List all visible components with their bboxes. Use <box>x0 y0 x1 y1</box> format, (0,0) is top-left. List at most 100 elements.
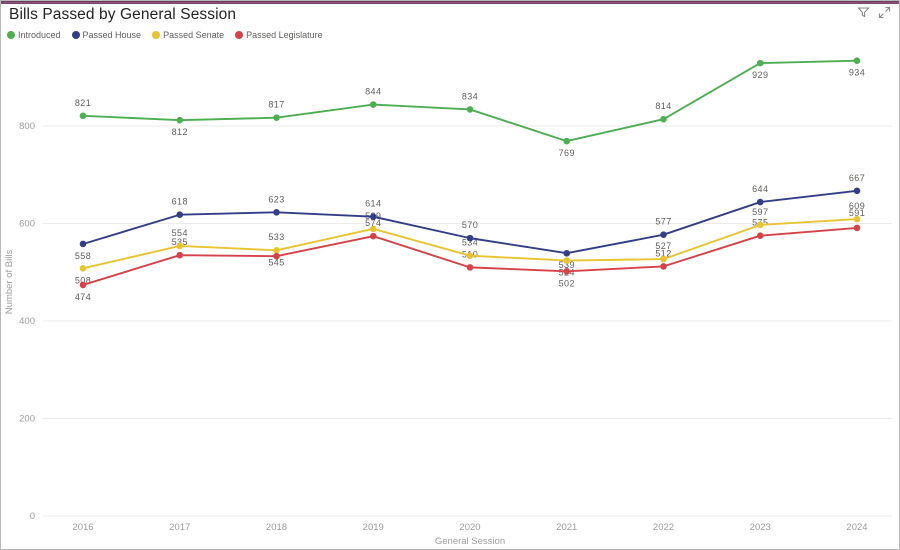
data-point[interactable] <box>79 281 87 289</box>
data-point[interactable] <box>660 115 667 123</box>
legend-dot <box>7 31 15 39</box>
data-point[interactable] <box>853 57 861 64</box>
data-point[interactable] <box>273 252 280 260</box>
x-tick-label: 2024 <box>846 522 867 533</box>
legend-item-passed-legislature[interactable]: Passed Legislature <box>235 30 323 40</box>
data-point[interactable] <box>369 213 377 220</box>
y-tick-label: 400 <box>19 316 35 327</box>
x-tick-label: 2022 <box>653 522 674 533</box>
x-axis-tick-labels: 2016 2017 2018 2019 2020 2021 2022 2023 2024 <box>72 522 867 533</box>
chart-title: Bills Passed by General Session <box>9 6 237 23</box>
data-label: 558 <box>75 251 91 261</box>
data-label: 512 <box>655 248 671 258</box>
data-label: 597 <box>752 207 768 217</box>
top-accent-bar <box>1 1 899 4</box>
data-point[interactable] <box>756 221 764 229</box>
y-tick-label: 200 <box>19 414 35 425</box>
legend: Introduced Passed House Passed Senate Passe… <box>7 30 323 40</box>
legend-label: Passed Senate <box>163 30 225 40</box>
data-label: 667 <box>849 173 865 183</box>
series-points <box>79 57 861 289</box>
x-axis-title: General Session <box>435 536 505 547</box>
legend-dot <box>235 31 244 39</box>
data-label: 535 <box>172 237 188 247</box>
x-tick-label: 2021 <box>556 522 577 533</box>
data-point[interactable] <box>176 211 184 219</box>
data-point[interactable] <box>660 231 667 239</box>
data-label: 502 <box>559 278 575 288</box>
legend-label: Passed Legislature <box>246 30 323 40</box>
legend-label: Passed House <box>82 30 142 40</box>
data-point[interactable] <box>756 59 764 67</box>
data-point[interactable] <box>853 187 861 195</box>
data-point[interactable] <box>273 114 280 122</box>
data-point[interactable] <box>563 249 571 257</box>
data-point[interactable] <box>176 242 184 250</box>
data-label: 474 <box>75 292 91 302</box>
focus-mode-icon[interactable] <box>878 6 891 19</box>
data-label: 769 <box>559 148 575 158</box>
y-tick-label: 0 <box>30 511 35 522</box>
data-label: 618 <box>172 197 188 207</box>
data-point[interactable] <box>563 267 571 275</box>
data-label: 570 <box>462 220 478 230</box>
data-point[interactable] <box>79 265 87 272</box>
data-point[interactable] <box>466 234 474 242</box>
data-label: 554 <box>172 228 188 238</box>
data-point[interactable] <box>853 224 861 232</box>
y-tick-label: 800 <box>19 121 35 132</box>
legend-item-passed-senate[interactable]: Passed Senate <box>152 30 224 40</box>
data-label: 814 <box>655 101 671 111</box>
data-label: 623 <box>268 194 284 204</box>
data-point[interactable] <box>660 255 667 263</box>
data-label: 844 <box>365 87 381 97</box>
legend-item-introduced[interactable]: Introduced <box>7 30 61 40</box>
data-point[interactable] <box>563 137 571 145</box>
data-label: 533 <box>268 232 284 242</box>
x-tick-label: 2019 <box>363 522 384 533</box>
data-point[interactable] <box>176 116 184 124</box>
filter-icon[interactable] <box>857 6 870 19</box>
data-label: 527 <box>655 241 671 251</box>
data-label: 929 <box>752 70 768 80</box>
data-label: 644 <box>752 184 768 194</box>
data-point[interactable] <box>273 208 280 216</box>
data-label: 821 <box>75 98 91 108</box>
data-point[interactable] <box>369 225 377 233</box>
data-point[interactable] <box>273 247 280 254</box>
data-point[interactable] <box>369 232 377 240</box>
data-point[interactable] <box>466 106 474 113</box>
x-tick-label: 2018 <box>266 522 287 533</box>
data-label: 534 <box>462 238 478 248</box>
x-tick-label: 2023 <box>750 522 771 533</box>
legend-dot <box>71 31 80 39</box>
y-axis-title: Number of Bills <box>4 250 15 315</box>
data-label: 609 <box>849 201 865 211</box>
data-point[interactable] <box>563 257 571 264</box>
data-point[interactable] <box>176 251 184 259</box>
data-point[interactable] <box>466 252 474 259</box>
data-point[interactable] <box>369 101 377 108</box>
legend-item-passed-house[interactable]: Passed House <box>71 30 142 40</box>
data-label: 508 <box>75 275 91 285</box>
data-label: 545 <box>268 257 284 267</box>
y-axis-tick-labels: 0 200 400 600 800 <box>19 121 35 522</box>
data-point[interactable] <box>79 112 87 120</box>
data-point[interactable] <box>853 215 861 223</box>
data-point[interactable] <box>660 263 667 270</box>
data-point[interactable] <box>79 240 87 248</box>
x-tick-label: 2020 <box>459 522 480 533</box>
data-label: 577 <box>655 217 671 227</box>
gridlines <box>43 125 892 517</box>
data-point[interactable] <box>466 264 474 271</box>
data-point[interactable] <box>756 198 764 206</box>
data-label: 812 <box>172 127 188 137</box>
visual-header-icons <box>857 6 891 19</box>
x-tick-label: 2016 <box>72 522 93 533</box>
y-tick-label: 600 <box>19 219 35 230</box>
data-label: 934 <box>849 68 865 78</box>
data-label: 591 <box>849 208 865 218</box>
data-point[interactable] <box>756 232 764 239</box>
